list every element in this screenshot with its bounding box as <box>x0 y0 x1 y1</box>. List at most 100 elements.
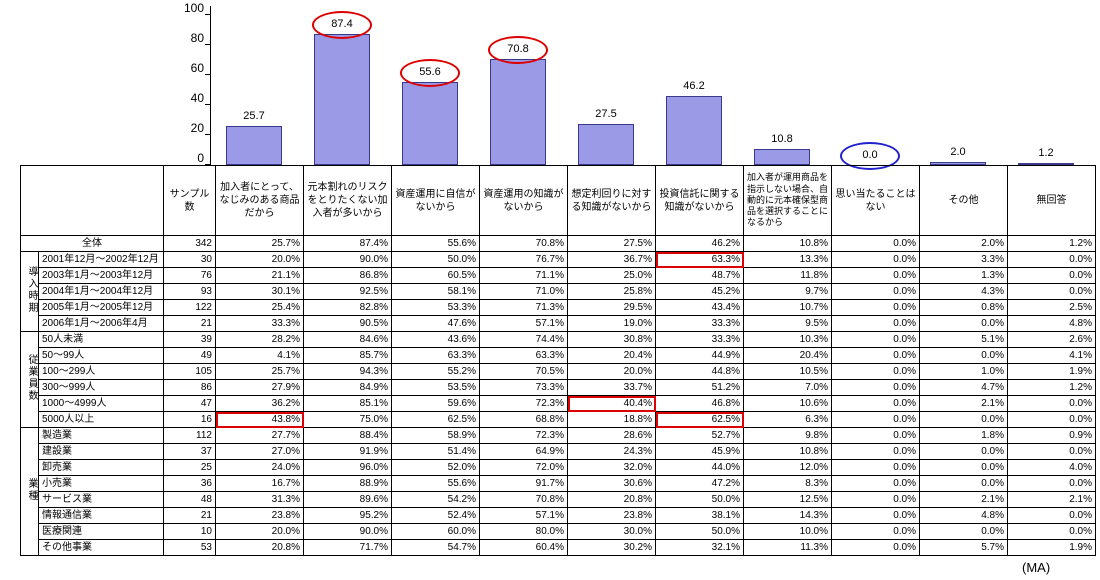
data-cell: 20.8% <box>215 539 304 556</box>
table-row: 100～299人 105 25.7% 94.3% 55.2% 70.5% 20.0% 44.8… <box>21 363 1096 380</box>
table-row: 50～99人 49 4.1% 85.7% 63.3% 63.3% 20.4% 44.9% 20.… <box>21 347 1096 364</box>
data-cell: 50.0% <box>655 491 744 508</box>
data-cell: 71.7% <box>303 539 392 556</box>
data-cell: 25.8% <box>567 283 656 300</box>
row-label: 50～99人 <box>38 347 164 364</box>
data-cell: 13.3% <box>743 251 832 268</box>
data-cell: 10.6% <box>743 395 832 412</box>
data-cell: 23.8% <box>215 507 304 524</box>
row-label: 情報通信業 <box>38 507 164 524</box>
column-header: 加入者にとって、なじみのある商品だから <box>215 165 304 236</box>
data-cell: 28.6% <box>567 427 656 444</box>
data-cell: 3.3% <box>919 251 1008 268</box>
sample-count-cell: 93 <box>163 283 216 300</box>
data-cell: 4.3% <box>919 283 1008 300</box>
data-cell: 0.0% <box>831 395 920 412</box>
table-row: 全体 342 25.7% 87.4% 55.6% 70.8% 27.5% 46.2% 10.8%… <box>20 235 1096 252</box>
sample-count-cell: 36 <box>163 475 216 492</box>
data-cell: 55.6% <box>391 475 480 492</box>
data-cell: 86.8% <box>303 267 392 284</box>
y-axis-line <box>210 6 211 165</box>
data-cell: 88.9% <box>303 475 392 492</box>
row-label: 2003年1月～2003年12月 <box>38 267 164 284</box>
data-cell: 0.0% <box>1007 251 1096 268</box>
column-header: 資産運用の知識がないから <box>479 165 568 236</box>
data-cell: 0.0% <box>919 347 1008 364</box>
data-cell: 40.4% <box>567 395 656 412</box>
data-cell: 70.8% <box>479 491 568 508</box>
data-cell: 58.1% <box>391 283 480 300</box>
data-cell: 60.4% <box>479 539 568 556</box>
row-label: 300～999人 <box>38 379 164 396</box>
data-cell: 92.5% <box>303 283 392 300</box>
bar-value-label: 2.0 <box>950 146 966 158</box>
sample-count-cell: 49 <box>163 347 216 364</box>
y-axis-label: 40 <box>190 91 204 105</box>
data-cell: 45.2% <box>655 283 744 300</box>
data-cell: 4.1% <box>215 347 304 364</box>
data-cell: 1.2% <box>1007 379 1096 396</box>
data-cell: 0.9% <box>1007 427 1096 444</box>
data-cell: 75.0% <box>303 411 392 428</box>
data-cell: 59.6% <box>391 395 480 412</box>
data-cell: 47.2% <box>655 475 744 492</box>
data-cell: 80.0% <box>479 523 568 540</box>
data-cell: 2.1% <box>1007 491 1096 508</box>
data-cell: 9.5% <box>743 315 832 332</box>
bar-value-label: 27.5 <box>595 108 617 120</box>
data-cell: 57.1% <box>479 315 568 332</box>
table-row: 小売業 36 16.7% 88.9% 55.6% 91.7% 30.6% 47.2% 8.3% 0… <box>21 475 1096 492</box>
data-cell: 36.2% <box>215 395 304 412</box>
data-cell: 2.1% <box>919 395 1008 412</box>
group-label-text: 導入時期 <box>26 266 37 314</box>
data-cell: 31.3% <box>215 491 304 508</box>
data-cell: 44.8% <box>655 363 744 380</box>
data-cell: 60.0% <box>391 523 480 540</box>
data-cell: 5.7% <box>919 539 1008 556</box>
data-cell: 2.0% <box>919 235 1008 252</box>
bar-value-label: 10.8 <box>771 133 793 145</box>
data-cell: 4.7% <box>919 379 1008 396</box>
data-cell: 0.0% <box>1007 411 1096 428</box>
sample-count-cell: 47 <box>163 395 216 412</box>
data-cell: 0.0% <box>831 459 920 476</box>
group-label-text: 業種 <box>26 478 37 502</box>
sample-count-cell: 39 <box>163 331 216 348</box>
data-cell: 30.8% <box>567 331 656 348</box>
data-cell: 71.0% <box>479 283 568 300</box>
group-label-text: 従業員数 <box>26 354 37 402</box>
data-cell: 0.0% <box>831 379 920 396</box>
data-cell: 14.3% <box>743 507 832 524</box>
data-cell: 32.0% <box>567 459 656 476</box>
sample-count-cell: 21 <box>163 507 216 524</box>
data-cell: 0.0% <box>919 443 1008 460</box>
data-cell: 63.3% <box>479 347 568 364</box>
data-cell: 0.0% <box>1007 283 1096 300</box>
data-cell: 0.0% <box>831 523 920 540</box>
data-cell: 85.7% <box>303 347 392 364</box>
data-cell: 20.0% <box>567 363 656 380</box>
y-axis-label: 20 <box>190 121 204 135</box>
data-cell: 53.3% <box>391 299 480 316</box>
data-cell: 10.3% <box>743 331 832 348</box>
data-cell: 30.1% <box>215 283 304 300</box>
data-cell: 91.7% <box>479 475 568 492</box>
data-cell: 70.5% <box>479 363 568 380</box>
row-label: 全体 <box>20 235 164 252</box>
column-header: 元本割れのリスクをとりたくない加入者が多いから <box>303 165 392 236</box>
data-cell: 43.8% <box>215 411 304 428</box>
chart-bar <box>402 82 458 165</box>
data-cell: 0.0% <box>1007 507 1096 524</box>
data-cell: 91.9% <box>303 443 392 460</box>
data-cell: 82.8% <box>303 299 392 316</box>
data-cell: 0.0% <box>1007 443 1096 460</box>
row-label: 100～299人 <box>38 363 164 380</box>
data-cell: 0.0% <box>831 267 920 284</box>
column-header: 無回答 <box>1007 165 1096 236</box>
table-row: 医療関連 10 20.0% 90.0% 60.0% 80.0% 30.0% 50.0% 10.0… <box>21 523 1096 540</box>
data-cell: 0.0% <box>1007 523 1096 540</box>
data-cell: 0.0% <box>1007 395 1096 412</box>
data-cell: 0.0% <box>831 443 920 460</box>
chart-bar <box>226 126 282 165</box>
